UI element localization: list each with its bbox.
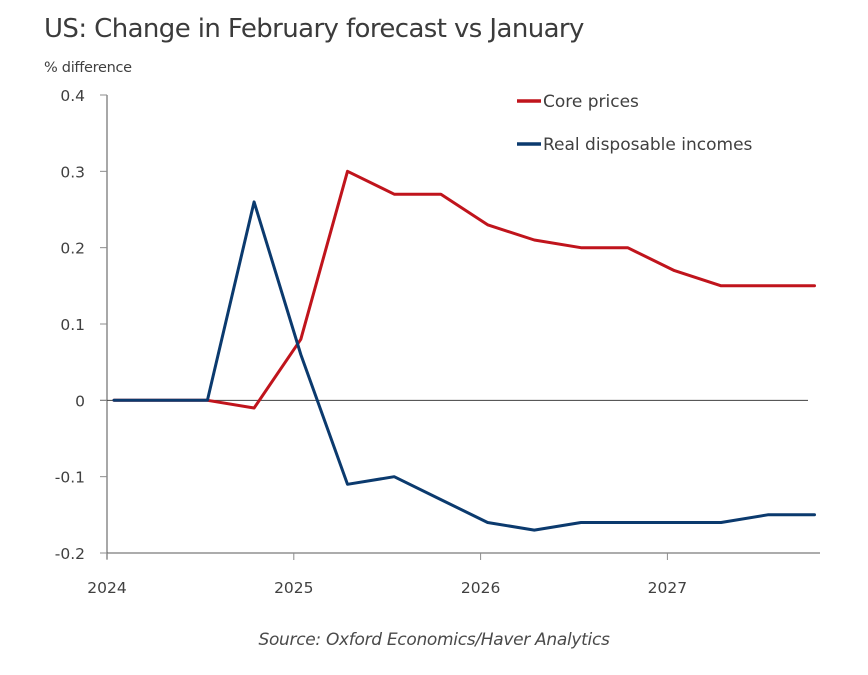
legend-label-real-disposable-incomes: Real disposable incomes xyxy=(543,135,753,155)
series-line-real-disposable-incomes xyxy=(112,200,816,532)
x-tick-label: 2027 xyxy=(648,579,687,597)
x-tick-label: 2024 xyxy=(87,579,126,597)
axes xyxy=(100,95,820,559)
x-axis-ticks: 2024 2025 2026 2027 xyxy=(87,553,687,597)
y-tick-label: 0.2 xyxy=(60,240,85,258)
y-tick-label: -0.2 xyxy=(55,545,85,563)
y-tick-label: 0.3 xyxy=(60,163,85,181)
x-tick-label: 2026 xyxy=(461,579,500,597)
y-tick-label: 0.1 xyxy=(60,316,85,334)
y-tick-label: -0.1 xyxy=(55,469,85,487)
y-tick-label: 0.4 xyxy=(60,87,85,105)
source-note: Source: Oxford Economics/Haver Analytics xyxy=(258,630,610,650)
series-lines xyxy=(112,169,816,532)
legend: Core prices Real disposable incomes xyxy=(517,92,753,155)
y-axis-ticks: 0.4 0.3 0.2 0.1 0 -0.1 -0.2 xyxy=(55,87,107,563)
x-tick-label: 2025 xyxy=(274,579,313,597)
y-tick-label: 0 xyxy=(75,392,85,410)
series-line-core-prices xyxy=(112,169,816,410)
chart-title: US: Change in February forecast vs Janua… xyxy=(44,14,584,44)
y-axis-label: % difference xyxy=(44,60,132,76)
legend-label-core-prices: Core prices xyxy=(543,92,639,112)
